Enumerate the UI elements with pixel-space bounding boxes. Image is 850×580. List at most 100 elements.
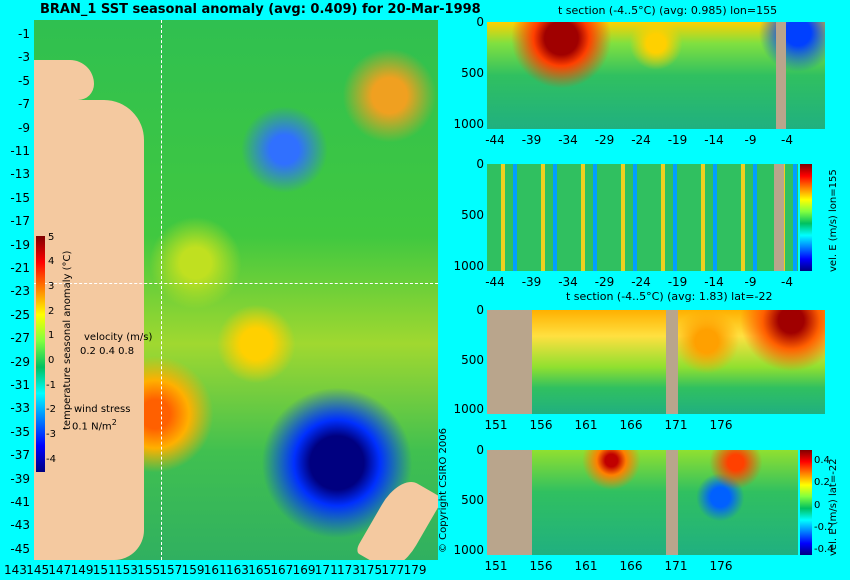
wind-scale: 0.1 N/m2 (72, 418, 117, 432)
colorbar-label: temperature seasonal anomaly (°C) (62, 250, 73, 430)
map-x-tick: 157 (159, 563, 183, 577)
map-x-tick: 151 (92, 563, 116, 577)
section-depth-tick: 500 (461, 493, 484, 507)
copyright: © Copyright CSIRO 2006 (438, 428, 449, 553)
section-lat-tick: -19 (667, 275, 688, 289)
section-lon-tick: 176 (709, 418, 733, 432)
map-y-tick: -3 (18, 50, 30, 65)
wind-label: wind stress (74, 404, 131, 415)
map-x-tick: 179 (403, 563, 427, 577)
sst-map: 5 4 3 2 1 0 -1 -2 -3 -4 temperature seas… (34, 20, 438, 560)
section-lon-tick: 151 (484, 559, 508, 573)
map-y-tick: -27 (10, 331, 30, 346)
map-x-tick: 147 (48, 563, 72, 577)
section-lat-tick: -39 (521, 133, 542, 147)
vel-colorbar-2 (800, 450, 812, 555)
main-title: BRAN_1 SST seasonal anomaly (avg: 0.409)… (40, 2, 481, 17)
section-lat-tick: -24 (631, 133, 651, 147)
map-y-tick: -19 (10, 237, 30, 252)
section-lon-tick: 171 (664, 559, 688, 573)
section-lat-tick: -14 (704, 275, 724, 289)
map-x-tick: 153 (115, 563, 138, 577)
map-y-tick: -33 (10, 401, 30, 416)
section-lon-tick: 156 (529, 418, 553, 432)
section-depth-tick: 0 (476, 15, 484, 29)
map-y-tick: -21 (10, 261, 30, 275)
map-x-tick: 171 (314, 563, 338, 577)
section-depth-tick: 500 (461, 352, 484, 367)
section4-land-mid (666, 450, 678, 555)
map-y-tick: -23 (10, 284, 30, 299)
vel-colorbar-1 (800, 164, 812, 271)
section-lon-tick: 161 (574, 559, 598, 573)
section-depth-tick: 1000 (453, 402, 484, 417)
map-x-tick: 177 (381, 563, 405, 577)
section-lat-tick: -34 (558, 275, 578, 289)
cb-tick-3: 3 (48, 281, 55, 292)
vel-cb-tick-4: -0.4 (814, 544, 834, 555)
section-lat-tick: -29 (594, 275, 615, 289)
map-x-tick: 167 (270, 563, 294, 577)
section-lat-tick: -9 (744, 133, 757, 147)
section-depth-tick: 1000 (453, 543, 484, 557)
section-lat-tick: -14 (704, 133, 724, 147)
section-lat-tick: -44 (485, 275, 505, 289)
section-lat-tick: -4 (781, 275, 793, 289)
vel-cb-tick-2: 0 (814, 500, 821, 511)
section-depth-tick: 0 (476, 303, 484, 317)
cb-tick-m3: -3 (46, 429, 56, 440)
new-guinea-landmass (34, 60, 94, 100)
section1-title: t section (-4..5°C) (avg: 0.985) lon=155 (558, 4, 778, 17)
section1-land (776, 22, 786, 129)
section4-panel (487, 450, 798, 555)
map-y-tick: -45 (10, 541, 30, 556)
section3-land-mid (666, 310, 678, 414)
section2-land (774, 164, 784, 271)
lat-22-line (34, 283, 438, 284)
section-lon-tick: 166 (619, 418, 643, 432)
section-lon-tick: 176 (709, 559, 733, 573)
cb-tick-m2: -2 (46, 404, 56, 415)
map-y-tick: -17 (10, 214, 30, 229)
australia-landmass (34, 100, 144, 560)
section-depth-tick: 0 (476, 157, 484, 171)
section-lat-tick: -29 (594, 133, 615, 147)
vel-cb-tick-3: -0.2 (814, 522, 834, 533)
section-lat-tick: -19 (667, 133, 688, 147)
map-x-tick: 145 (26, 563, 50, 577)
section-lon-tick: 156 (529, 559, 553, 573)
map-y-tick: -1 (18, 27, 30, 41)
section-lat-tick: -34 (558, 133, 578, 147)
section-depth-tick: 1000 (453, 258, 484, 273)
map-x-tick: 143 (4, 563, 27, 577)
section3-title: t section (-4..5°C) (avg: 1.83) lat=-22 (566, 290, 773, 303)
map-x-tick: 165 (248, 563, 272, 577)
map-x-tick: 175 (359, 563, 383, 577)
section-lat-tick: -44 (485, 133, 505, 147)
map-y-tick: -43 (10, 518, 30, 533)
map-y-tick: -29 (10, 354, 30, 369)
new-zealand-landmass (354, 473, 438, 560)
section4-label: vel. E (m/s) lat=-22 (828, 458, 839, 556)
map-x-tick: 149 (70, 563, 94, 577)
cb-tick-5: 5 (48, 232, 55, 243)
map-x-tick: 161 (203, 563, 227, 577)
lon-155-line (161, 20, 162, 560)
map-y-tick: -41 (10, 495, 30, 509)
map-x-tick: 155 (137, 563, 161, 577)
map-y-tick: -35 (10, 424, 30, 439)
cb-tick-4: 4 (48, 256, 55, 267)
map-x-tick: 159 (181, 563, 205, 577)
wind-scale-exponent: 2 (111, 418, 117, 427)
map-y-tick: -13 (10, 167, 30, 182)
vel-cb-tick-0: 0.4 (814, 455, 830, 466)
wind-scale-text: 0.1 N/m (72, 421, 112, 433)
cb-tick-1: 1 (48, 330, 55, 341)
section-depth-tick: 500 (461, 207, 484, 222)
cb-tick-m1: -1 (46, 380, 56, 391)
velocity-label: velocity (m/s) (84, 332, 153, 343)
map-y-tick: -25 (10, 307, 30, 322)
section-depth-tick: 0 (476, 443, 484, 457)
map-x-tick: 163 (226, 563, 249, 577)
map-y-tick: -37 (10, 448, 30, 463)
